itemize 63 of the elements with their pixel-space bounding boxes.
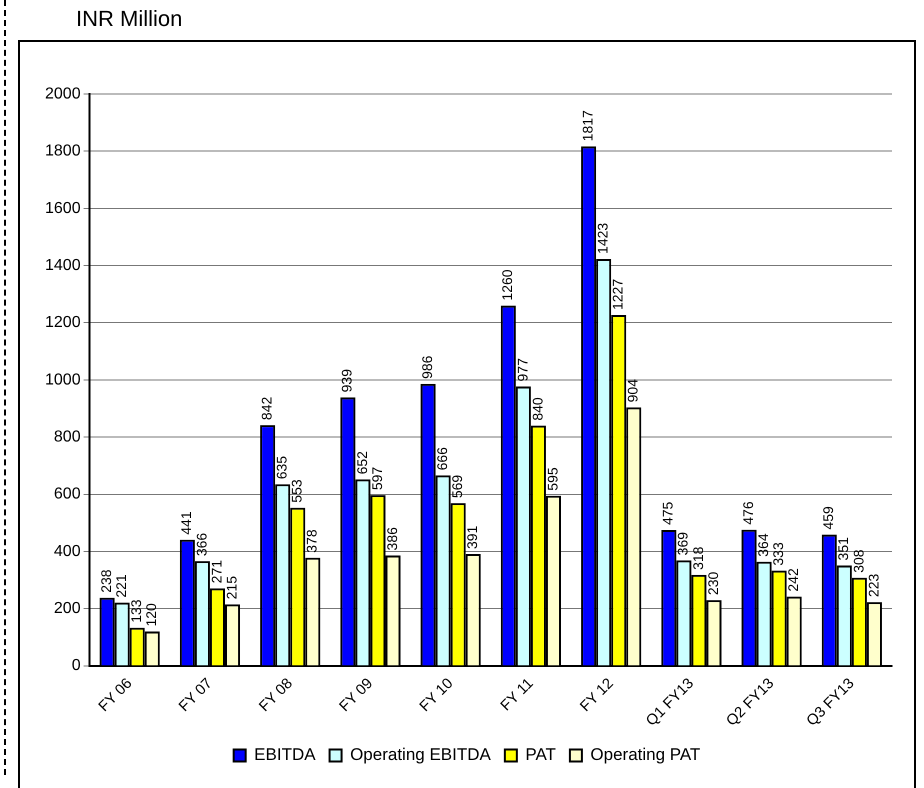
data-label: 333 — [770, 542, 786, 566]
data-label: 366 — [193, 532, 210, 556]
data-label: 318 — [690, 546, 706, 570]
y-tick-label: 400 — [54, 542, 81, 560]
data-label: 133 — [128, 599, 144, 623]
data-label: 1817 — [579, 110, 596, 142]
legend-label: PAT — [525, 745, 556, 764]
data-label: 553 — [288, 479, 305, 503]
x-tick-label: FY 07 — [176, 674, 216, 716]
data-label: 369 — [674, 532, 691, 556]
x-tick-label: FY 08 — [256, 674, 296, 716]
data-label: 242 — [785, 568, 802, 592]
y-tick-label: 2000 — [45, 85, 81, 102]
legend-label: Operating EBITDA — [350, 745, 492, 764]
data-label: 271 — [208, 560, 224, 584]
data-label: 595 — [544, 467, 560, 491]
data-label: 364 — [754, 533, 771, 557]
data-label: 977 — [514, 358, 530, 382]
data-label: 904 — [624, 378, 641, 402]
data-label: 986 — [418, 355, 435, 379]
data-label: 666 — [434, 446, 450, 470]
x-tick-label: FY 12 — [576, 674, 617, 716]
y-tick-label: 1200 — [45, 314, 81, 332]
y-tick-label: 1800 — [45, 142, 81, 160]
data-label: 597 — [368, 466, 385, 490]
data-label: 120 — [143, 602, 160, 627]
data-label: 351 — [835, 536, 852, 560]
legend-label: Operating PAT — [590, 745, 700, 764]
data-label: 842 — [258, 396, 274, 420]
data-label: 238 — [98, 569, 114, 593]
x-tick-label: FY 11 — [497, 674, 537, 714]
y-tick-label: 1600 — [45, 200, 81, 217]
data-label: 459 — [820, 506, 836, 530]
data-label: 221 — [113, 574, 130, 598]
data-label: 386 — [384, 526, 400, 550]
y-tick-label: 1400 — [45, 256, 81, 274]
data-label: 391 — [464, 525, 480, 550]
data-label: 215 — [223, 576, 240, 600]
data-label: 476 — [740, 501, 756, 525]
data-label: 1260 — [499, 269, 516, 301]
data-label: 1227 — [610, 278, 626, 310]
data-label: 569 — [449, 474, 466, 498]
data-label: 939 — [338, 368, 355, 392]
data-label: 230 — [704, 571, 721, 596]
data-label: 223 — [865, 573, 882, 598]
data-label: 652 — [354, 450, 370, 474]
data-label: 840 — [529, 397, 546, 421]
y-tick-label: 800 — [54, 428, 81, 446]
y-tick-label: 0 — [72, 657, 81, 674]
data-label: 441 — [178, 511, 194, 535]
x-tick-label: FY 06 — [95, 674, 136, 716]
y-tick-label: 1000 — [45, 371, 81, 388]
data-label: 378 — [304, 529, 320, 553]
legend-label: EBITDA — [254, 745, 316, 764]
data-label: 635 — [274, 456, 290, 480]
data-label: 475 — [660, 501, 676, 526]
y-tick-label: 200 — [54, 600, 81, 618]
data-label: 1423 — [594, 222, 610, 254]
data-label: 308 — [850, 549, 866, 573]
chart-title: INR Million — [76, 6, 182, 32]
x-tick-label: FY 10 — [416, 674, 456, 716]
y-tick-label: 600 — [54, 486, 81, 503]
x-tick-label: FY 09 — [336, 674, 376, 716]
